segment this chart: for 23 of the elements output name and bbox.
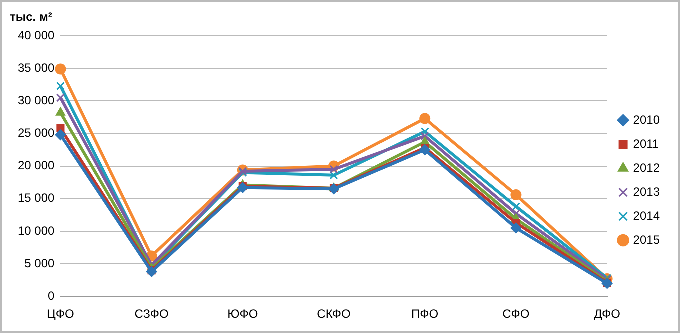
x-tick-label: ЦФО — [47, 307, 74, 322]
y-tick-label: 10 000 — [18, 224, 56, 238]
y-tick-label: 15 000 — [18, 191, 56, 206]
y-tick-label: 25 000 — [18, 126, 56, 140]
y-tick-label: 40 000 — [18, 28, 56, 42]
y-tick-label: 35 000 — [18, 60, 56, 75]
x-tick-label: ДФО — [594, 307, 620, 322]
legend-label: 2012 — [633, 160, 660, 175]
x-tick-label: СКФО — [317, 307, 351, 322]
x-tick-label: СЗФО — [134, 307, 169, 322]
y-tick-label: 5 000 — [24, 256, 56, 270]
legend-label: 2011 — [633, 136, 660, 151]
x-tick-label: ЮФО — [228, 307, 258, 322]
x-tick-label: ПФО — [412, 307, 439, 322]
legend-label: 2013 — [633, 184, 660, 199]
legend-label: 2010 — [633, 112, 660, 127]
y-tick-label: 0 — [48, 288, 56, 303]
x-tick-label: СФО — [502, 307, 530, 322]
y-tick-label: 30 000 — [18, 93, 56, 108]
legend-label: 2014 — [633, 208, 660, 223]
y-axis-title: тыс. м² — [10, 10, 52, 24]
y-tick-label: 20 000 — [18, 158, 56, 173]
legend-label: 2015 — [633, 232, 660, 247]
